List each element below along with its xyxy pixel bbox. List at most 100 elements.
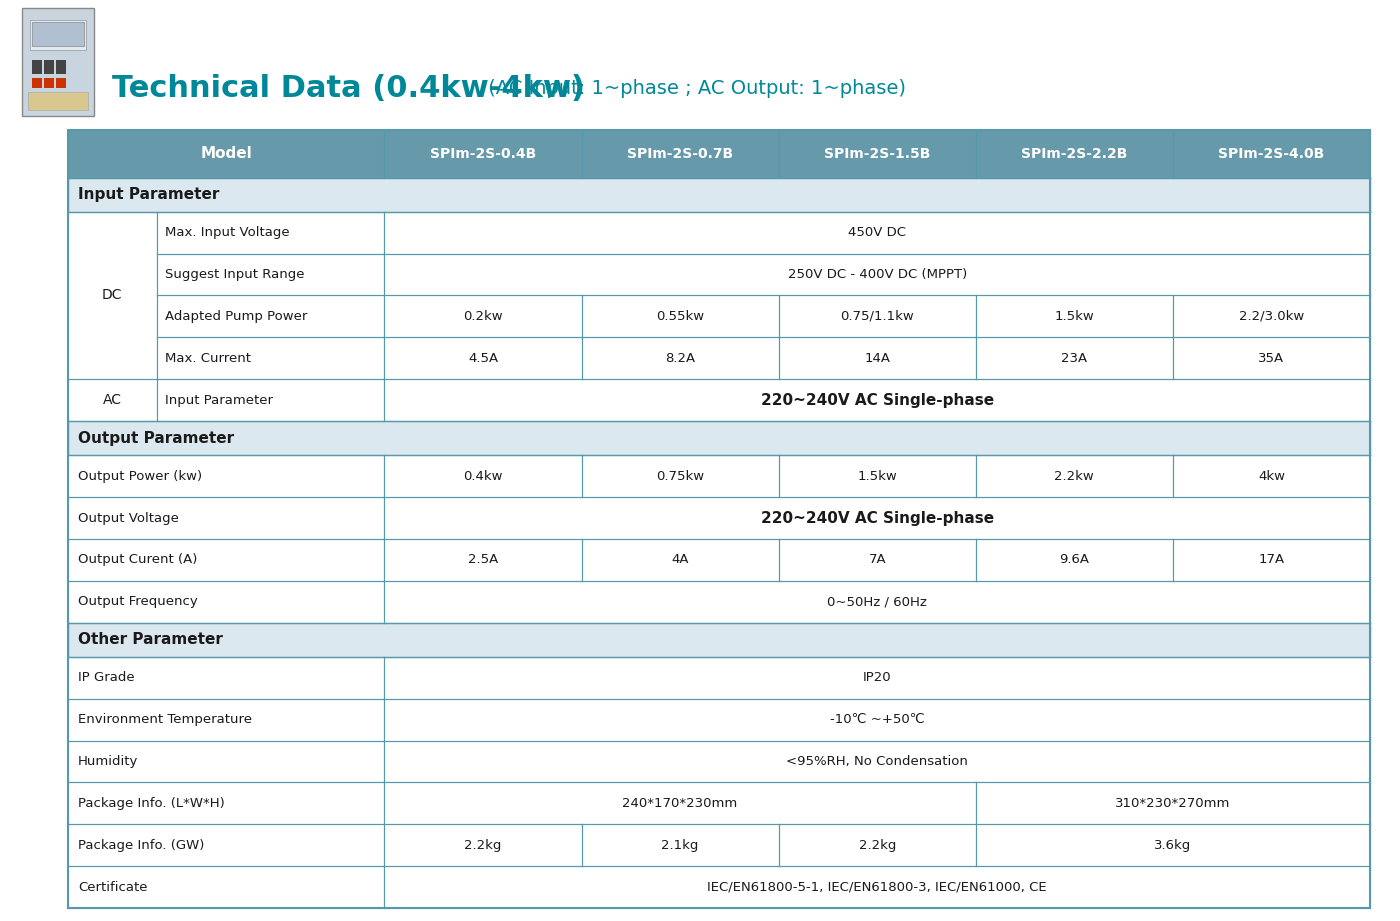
Bar — [385, 497, 1371, 539]
Text: 220~240V AC Single-phase: 220~240V AC Single-phase — [760, 510, 994, 526]
Bar — [69, 455, 385, 497]
Text: Suggest Input Range: Suggest Input Range — [165, 268, 304, 281]
Bar — [1173, 130, 1371, 178]
Text: Output Power (kw): Output Power (kw) — [78, 470, 202, 483]
Text: SPIm-2S-1.5B: SPIm-2S-1.5B — [825, 146, 931, 161]
Bar — [778, 824, 976, 866]
Text: 2.2/3.0kw: 2.2/3.0kw — [1239, 309, 1303, 323]
Bar — [385, 581, 1371, 623]
Text: 2.2kg: 2.2kg — [465, 839, 501, 852]
Bar — [976, 130, 1173, 178]
Bar — [56, 60, 66, 74]
Bar — [56, 78, 66, 88]
Text: 2.2kg: 2.2kg — [858, 839, 896, 852]
Text: Model: Model — [200, 146, 252, 161]
Text: AC: AC — [102, 393, 122, 407]
Text: Input Parameter: Input Parameter — [165, 393, 273, 406]
Bar — [385, 337, 581, 379]
Bar — [778, 337, 976, 379]
Bar — [43, 78, 55, 88]
Text: Technical Data (0.4kw-4kw): Technical Data (0.4kw-4kw) — [112, 74, 585, 102]
Bar — [385, 212, 1371, 253]
Bar — [1173, 337, 1371, 379]
Text: 4kw: 4kw — [1259, 470, 1285, 483]
Text: SPIm-2S-0.7B: SPIm-2S-0.7B — [627, 146, 734, 161]
Bar — [69, 178, 1371, 212]
Text: 1.5kw: 1.5kw — [1054, 309, 1095, 323]
Text: 8.2A: 8.2A — [665, 352, 696, 365]
Bar — [778, 455, 976, 497]
Bar — [581, 130, 778, 178]
Text: Environment Temperature: Environment Temperature — [78, 713, 252, 726]
Bar — [43, 60, 55, 74]
Text: <95%RH, No Condensation: <95%RH, No Condensation — [787, 755, 969, 768]
Bar — [69, 657, 385, 699]
Text: 0.4kw: 0.4kw — [463, 470, 503, 483]
Bar — [385, 824, 581, 866]
Bar — [28, 92, 88, 110]
Text: Output Voltage: Output Voltage — [78, 511, 179, 525]
Text: SPIm-2S-4.0B: SPIm-2S-4.0B — [1218, 146, 1324, 161]
Bar — [385, 379, 1371, 421]
Bar — [69, 866, 385, 908]
Bar — [1173, 539, 1371, 581]
Text: SPIm-2S-2.2B: SPIm-2S-2.2B — [1021, 146, 1127, 161]
Bar — [69, 623, 1371, 657]
Text: 14A: 14A — [864, 352, 890, 365]
Bar — [69, 421, 1371, 455]
Bar — [976, 296, 1173, 337]
Bar — [69, 783, 385, 824]
Bar — [385, 866, 1371, 908]
Bar — [69, 824, 385, 866]
Bar — [1173, 455, 1371, 497]
Bar — [69, 130, 1371, 908]
Text: SPIm-2S-0.4B: SPIm-2S-0.4B — [430, 146, 536, 161]
Bar — [157, 337, 385, 379]
Bar — [69, 497, 385, 539]
Text: 450V DC: 450V DC — [848, 227, 906, 239]
Text: 250V DC - 400V DC (MPPT): 250V DC - 400V DC (MPPT) — [788, 268, 967, 281]
Text: 220~240V AC Single-phase: 220~240V AC Single-phase — [760, 392, 994, 408]
Bar — [157, 379, 385, 421]
Text: Output Parameter: Output Parameter — [78, 431, 234, 446]
Text: 0.2kw: 0.2kw — [463, 309, 503, 323]
Text: Output Frequency: Output Frequency — [78, 595, 197, 608]
Bar — [69, 212, 157, 379]
Bar — [581, 455, 778, 497]
Bar — [69, 539, 385, 581]
Text: 240*170*230mm: 240*170*230mm — [623, 797, 738, 810]
Bar — [32, 78, 42, 88]
Bar — [157, 212, 385, 253]
Bar — [1173, 296, 1371, 337]
Text: Other Parameter: Other Parameter — [78, 633, 223, 647]
Bar — [69, 379, 157, 421]
Text: -10℃ ~+50℃: -10℃ ~+50℃ — [830, 713, 924, 726]
Text: Output Curent (A): Output Curent (A) — [78, 554, 197, 566]
Text: 0~50Hz / 60Hz: 0~50Hz / 60Hz — [827, 595, 927, 608]
Text: 23A: 23A — [1061, 352, 1088, 365]
Text: 2.2kw: 2.2kw — [1054, 470, 1095, 483]
Bar — [29, 20, 85, 50]
Text: 0.55kw: 0.55kw — [657, 309, 704, 323]
Text: IP Grade: IP Grade — [78, 671, 134, 684]
Bar — [778, 130, 976, 178]
Bar — [976, 337, 1173, 379]
Text: 2.1kg: 2.1kg — [661, 839, 699, 852]
Text: 2.5A: 2.5A — [468, 554, 498, 566]
Bar — [69, 130, 1371, 908]
Bar — [32, 60, 42, 74]
Text: 0.75kw: 0.75kw — [657, 470, 704, 483]
Bar — [69, 740, 385, 783]
Text: Package Info. (L*W*H): Package Info. (L*W*H) — [78, 797, 225, 810]
Bar — [778, 296, 976, 337]
Bar — [385, 455, 581, 497]
Bar — [976, 539, 1173, 581]
Bar — [32, 22, 84, 46]
Text: 17A: 17A — [1259, 554, 1285, 566]
Text: 7A: 7A — [868, 554, 886, 566]
Bar — [581, 539, 778, 581]
Bar — [22, 8, 94, 116]
Bar — [581, 824, 778, 866]
Text: IEC/EN61800-5-1, IEC/EN61800-3, IEC/EN61000, CE: IEC/EN61800-5-1, IEC/EN61800-3, IEC/EN61… — [707, 880, 1047, 893]
Text: IP20: IP20 — [862, 671, 892, 684]
